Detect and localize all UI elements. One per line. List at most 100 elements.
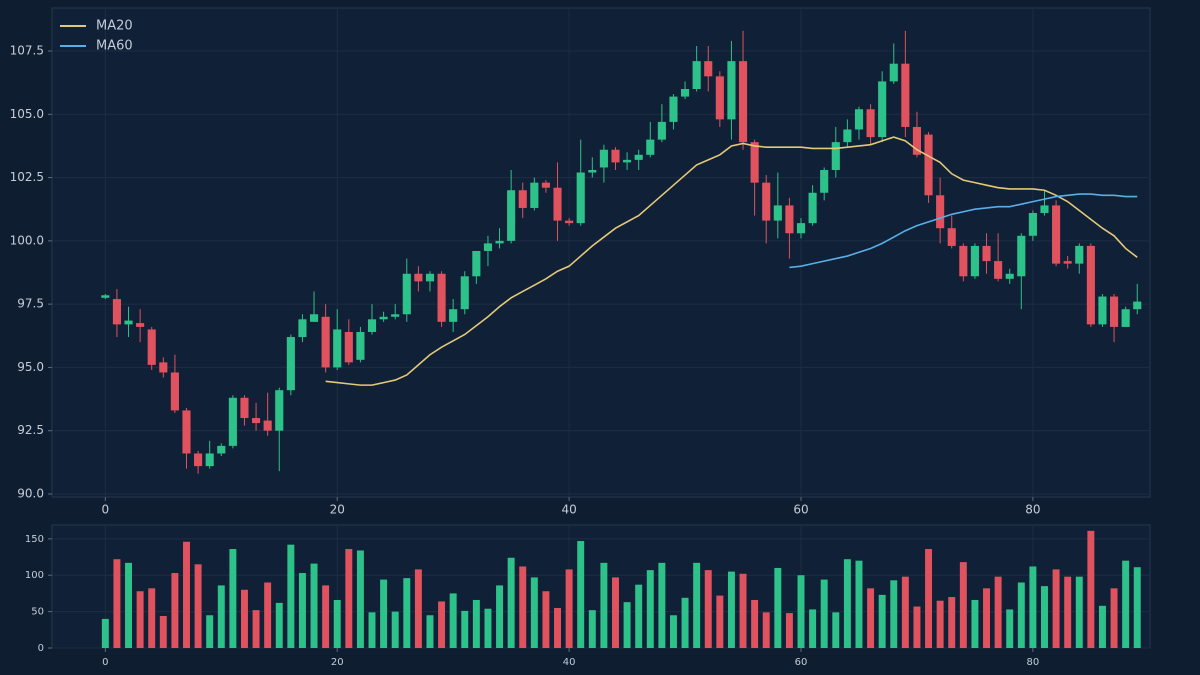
- volume-bar: [681, 597, 689, 648]
- candle-body: [982, 245, 991, 262]
- volume-bar: [171, 573, 179, 648]
- candle-body: [1098, 296, 1107, 325]
- candle-body: [1040, 205, 1049, 214]
- candle-body: [124, 320, 133, 325]
- volume-bar: [368, 612, 376, 648]
- volume-bar: [461, 610, 469, 648]
- volume-bar: [612, 577, 619, 648]
- volume-bar: [1110, 588, 1118, 648]
- candle-body: [657, 121, 666, 140]
- candle-body: [182, 410, 191, 454]
- volume-bar: [565, 569, 573, 648]
- volume-bar: [704, 570, 712, 648]
- y-tick-label: 107.5: [10, 44, 44, 58]
- volume-bar: [832, 612, 840, 648]
- volume-bar: [1006, 609, 1014, 648]
- volume-bar: [577, 541, 585, 648]
- volume-bar: [159, 615, 167, 648]
- candle-body: [1005, 273, 1014, 279]
- candle-body: [101, 295, 110, 298]
- volume-bar: [217, 585, 225, 648]
- volume-bar: [751, 599, 759, 648]
- x-tick-label: 0: [102, 503, 110, 517]
- volume-bar: [125, 562, 133, 648]
- candle-body: [750, 142, 759, 183]
- volume-bar: [136, 591, 144, 648]
- volume-bar: [426, 615, 434, 648]
- candle-body: [820, 169, 829, 193]
- volume-bar: [519, 566, 527, 648]
- x-tick-label: 20: [330, 503, 345, 517]
- candle-body: [205, 453, 214, 467]
- candle-body: [959, 245, 968, 277]
- candle-body: [275, 390, 284, 431]
- candle-body: [170, 372, 179, 411]
- ma-line: [325, 136, 1138, 386]
- y-tick-label: 150: [25, 534, 44, 545]
- candle-body: [924, 134, 933, 196]
- candle-body: [414, 273, 423, 282]
- candle-body: [321, 316, 330, 368]
- candle-body: [217, 445, 226, 454]
- candle-body: [1133, 301, 1142, 310]
- candle-body: [854, 109, 864, 130]
- candle-body: [889, 63, 898, 82]
- volume-bar: [1075, 576, 1083, 648]
- volume-bar: [785, 613, 793, 648]
- candle-body: [808, 192, 817, 224]
- y-tick-label: 95.0: [17, 360, 44, 374]
- candle-body: [483, 243, 493, 251]
- x-tick-label: 60: [793, 503, 808, 517]
- x-tick-label: 40: [563, 657, 576, 668]
- candle-body: [611, 149, 620, 163]
- legend-label: MA60: [96, 39, 133, 54]
- candle-body: [634, 154, 643, 160]
- volume-bar: [925, 549, 933, 648]
- y-tick-label: 90.0: [17, 486, 44, 500]
- y-tick-label: 97.5: [17, 297, 44, 311]
- volume-bar: [194, 564, 202, 648]
- x-tick-label: 40: [561, 503, 576, 517]
- volume-bar: [588, 610, 596, 648]
- candle-body: [391, 314, 400, 317]
- volume-bar: [530, 577, 538, 648]
- candle-body: [495, 240, 504, 244]
- volume-bar: [1029, 566, 1037, 648]
- candle-body: [367, 319, 377, 332]
- volume-bar: [971, 599, 979, 648]
- volume-bar: [298, 573, 306, 648]
- candle-body: [681, 88, 690, 97]
- x-tick-label: 0: [102, 657, 108, 668]
- candle-body: [309, 314, 319, 322]
- candle-body: [623, 159, 632, 163]
- candle-body: [159, 362, 168, 373]
- candle-body: [402, 273, 411, 315]
- candle-body: [936, 195, 945, 229]
- volume-bar: [1122, 560, 1130, 648]
- candle-body: [738, 61, 748, 143]
- volume-bar: [600, 562, 608, 648]
- volume-bar: [252, 610, 260, 648]
- candle-body: [866, 109, 875, 138]
- volume-bar: [472, 599, 480, 648]
- volume-bar: [507, 557, 515, 648]
- candle-body: [576, 172, 585, 224]
- volume-bar: [901, 576, 909, 648]
- volume-bar: [669, 615, 677, 648]
- volume-bar: [287, 544, 295, 648]
- candle-body: [228, 397, 237, 446]
- volume-bar: [1041, 586, 1048, 648]
- candle-body: [286, 337, 295, 391]
- candle-body: [947, 228, 956, 246]
- candle-body: [1063, 261, 1072, 264]
- candle-body: [878, 81, 887, 138]
- candle-body: [1052, 205, 1061, 264]
- volume-bar: [310, 563, 318, 648]
- volume-bar: [843, 559, 851, 648]
- volume-bar: [878, 594, 886, 648]
- candle-body: [147, 329, 156, 365]
- volume-bar: [542, 591, 550, 648]
- y-tick-label: 100: [25, 570, 44, 581]
- candle-body: [136, 323, 145, 327]
